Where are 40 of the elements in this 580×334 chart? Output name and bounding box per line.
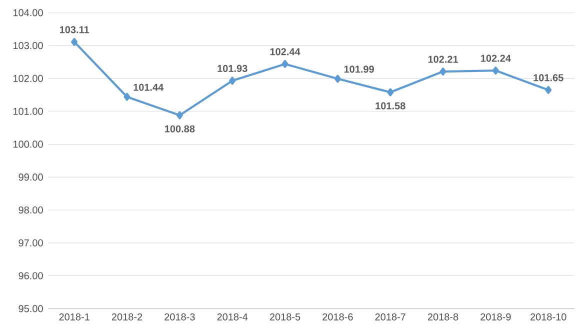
x-tick-label: 2018-3 — [164, 313, 195, 320]
y-tick-label: 96.00 — [18, 272, 43, 280]
point — [282, 60, 288, 68]
point — [71, 38, 78, 46]
data-label: 101.65 — [534, 74, 564, 82]
point — [124, 92, 130, 101]
y-tick-label: 97.00 — [18, 239, 43, 246]
point — [334, 74, 341, 83]
data-label: 102.21 — [428, 56, 458, 63]
point — [492, 66, 499, 75]
data-label: 102.44 — [270, 48, 300, 56]
y-tick-label: 103.00 — [13, 42, 43, 50]
point — [545, 86, 552, 94]
x-tick-label: 2018-1 — [59, 313, 90, 320]
data-label: 101.58 — [376, 102, 406, 110]
y-tick-label: 100.00 — [13, 140, 43, 148]
y-tick-label: 95.00 — [18, 305, 43, 312]
x-tick-label: 2018-2 — [112, 313, 142, 320]
x-tick-label: 2018-5 — [270, 313, 300, 320]
y-tick-label: 102.00 — [13, 74, 43, 82]
x-tick-label: 2018-10 — [530, 313, 566, 320]
data-label: 101.93 — [218, 64, 248, 72]
y-tick-label: 98.00 — [18, 206, 43, 214]
x-tick-label: 2018-9 — [480, 313, 511, 320]
data-label: 101.44 — [134, 84, 164, 91]
data-label: 103.11 — [60, 26, 90, 34]
y-tick-label: 104.00 — [13, 9, 43, 16]
y-tick-label: 101.00 — [13, 108, 43, 115]
point — [176, 111, 183, 120]
x-tick-label: 2018-6 — [322, 313, 353, 320]
x-tick-label: 2018-4 — [217, 313, 248, 320]
x-tick-label: 2018-8 — [428, 313, 458, 320]
x-tick-label: 2018-7 — [375, 313, 406, 320]
data-label: 102.24 — [481, 54, 511, 62]
point — [229, 76, 236, 85]
point — [387, 88, 394, 96]
data-label: 101.99 — [344, 66, 374, 73]
data-label: 100.88 — [165, 125, 195, 132]
y-tick-label: 99.00 — [18, 174, 43, 181]
point — [440, 68, 446, 76]
